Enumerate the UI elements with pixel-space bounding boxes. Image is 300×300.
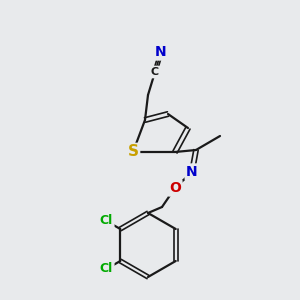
Text: Cl: Cl	[100, 262, 113, 275]
Text: Cl: Cl	[100, 214, 113, 227]
Text: N: N	[186, 165, 198, 179]
Text: S: S	[128, 145, 139, 160]
Text: O: O	[169, 181, 181, 195]
Text: C: C	[151, 67, 159, 77]
Text: N: N	[155, 45, 167, 59]
